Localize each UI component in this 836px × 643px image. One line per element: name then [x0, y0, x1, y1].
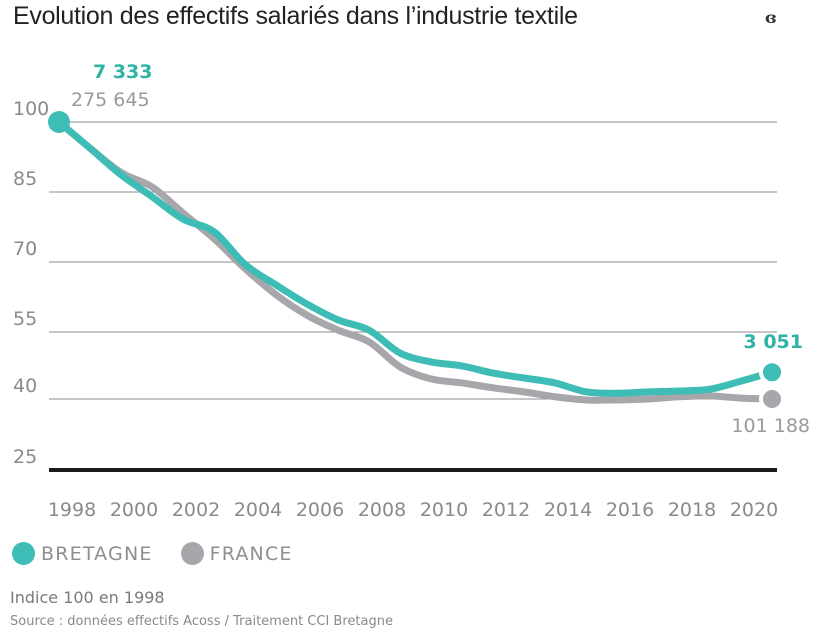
x-tick-label: 2018	[668, 499, 716, 521]
y-axis-tick-labels: 100 85 70 55 40 25	[13, 98, 49, 468]
france-color-dot-icon	[180, 542, 204, 565]
x-tick-label: 2014	[544, 499, 592, 521]
annotations: 7 333 275 645 3 051 101 188	[71, 61, 810, 437]
x-tick-label: 2002	[172, 499, 220, 521]
data-point-france-2020	[739, 396, 743, 400]
y-tick-label: 40	[13, 375, 37, 397]
y-tick-label: 25	[13, 446, 37, 468]
data-point-france-2001	[150, 185, 154, 189]
data-point-bretagne-2005	[274, 283, 278, 287]
data-point-bretagne-2012	[491, 371, 495, 375]
data-point-bretagne-2016	[615, 391, 619, 395]
x-tick-label: 2010	[420, 499, 468, 521]
data-point-france-2006	[305, 313, 309, 317]
data-point-france-2015	[584, 398, 588, 402]
data-point-france-2011	[460, 381, 464, 385]
data-point-bretagne-2001	[150, 195, 154, 199]
data-point-france-2013	[522, 390, 526, 394]
legend-item-bretagne[interactable]: BRETAGNE	[12, 542, 153, 565]
source-note: Source : données effectifs Acoss / Trait…	[10, 614, 393, 629]
bretagne-end-marker	[759, 359, 785, 386]
x-tick-label: 2012	[482, 499, 530, 521]
data-point-bretagne-2006	[305, 302, 309, 306]
gridlines	[49, 121, 777, 400]
data-point-bretagne-1999	[88, 146, 92, 150]
x-tick-label: 2020	[730, 499, 778, 521]
bretagne-start-marker	[48, 111, 70, 133]
y-tick-label: 55	[13, 308, 37, 330]
legend-label-bretagne: BRETAGNE	[41, 542, 153, 565]
data-point-bretagne-2017	[646, 390, 650, 394]
data-point-bretagne-2015	[584, 390, 588, 394]
line-chart: 100 85 70 55 40 25 1998 2000 2002 2004 2006 2008 20…	[13, 61, 810, 521]
france-end-marker	[759, 386, 785, 412]
series-line-france	[56, 119, 773, 404]
data-point-bretagne-2019	[708, 387, 712, 391]
data-point-france-2008	[367, 340, 371, 344]
publisher-logo-icon: ɞ	[765, 8, 777, 27]
series-line-bretagne	[56, 119, 773, 397]
x-tick-label: 2016	[606, 499, 654, 521]
data-point-france-2009	[398, 365, 402, 369]
france-start-value-label: 275 645	[71, 89, 150, 111]
y-tick-label: 85	[13, 168, 37, 190]
series-lines	[48, 111, 785, 412]
data-point-france-2012	[491, 386, 495, 390]
index-note: Indice 100 en 1998	[10, 588, 165, 607]
data-point-france-2007	[336, 328, 340, 332]
x-tick-label: 1998	[48, 499, 96, 521]
data-point-bretagne-2009	[398, 351, 402, 355]
data-point-bretagne-2013	[522, 376, 526, 380]
y-tick-label: 70	[13, 238, 37, 260]
legend-label-france: FRANCE	[209, 542, 293, 565]
data-point-bretagne-2018	[677, 389, 681, 393]
data-point-bretagne-2008	[367, 328, 371, 332]
data-point-bretagne-2004	[243, 262, 247, 266]
data-point-france-2017	[646, 397, 650, 401]
bretagne-color-dot-icon	[12, 542, 35, 565]
data-point-france-2005	[274, 293, 278, 297]
france-end-value-label: 101 188	[731, 415, 810, 437]
legend-item-france[interactable]: FRANCE	[180, 542, 293, 565]
y-tick-label: 100	[13, 98, 49, 120]
x-tick-label: 2004	[234, 499, 282, 521]
bretagne-end-value-label: 3 051	[744, 331, 804, 353]
bretagne-start-value-label: 7 333	[93, 61, 153, 83]
data-point-bretagne-2020	[739, 379, 743, 383]
x-tick-label: 2006	[296, 499, 344, 521]
legend: BRETAGNE FRANCE	[12, 542, 321, 565]
data-point-france-2014	[553, 395, 557, 399]
chart-title: Evolution des effectifs salariés dans l’…	[13, 2, 578, 30]
data-point-france-2018	[677, 395, 681, 399]
data-point-bretagne-2003	[212, 230, 216, 234]
data-point-france-2010	[429, 377, 433, 381]
data-point-bretagne-2011	[460, 364, 464, 368]
data-point-france-2016	[615, 398, 619, 402]
data-point-bretagne-2000	[119, 173, 123, 177]
data-point-bretagne-2002	[181, 217, 185, 221]
x-axis-tick-labels: 1998 2000 2002 2004 2006 2008 2010 2012 2014 2016…	[48, 499, 778, 521]
x-tick-label: 2000	[110, 499, 158, 521]
data-point-bretagne-2007	[336, 318, 340, 322]
data-point-france-2019	[708, 394, 712, 398]
data-point-bretagne-2010	[429, 360, 433, 364]
data-point-bretagne-2014	[553, 381, 557, 385]
x-tick-label: 2008	[358, 499, 406, 521]
